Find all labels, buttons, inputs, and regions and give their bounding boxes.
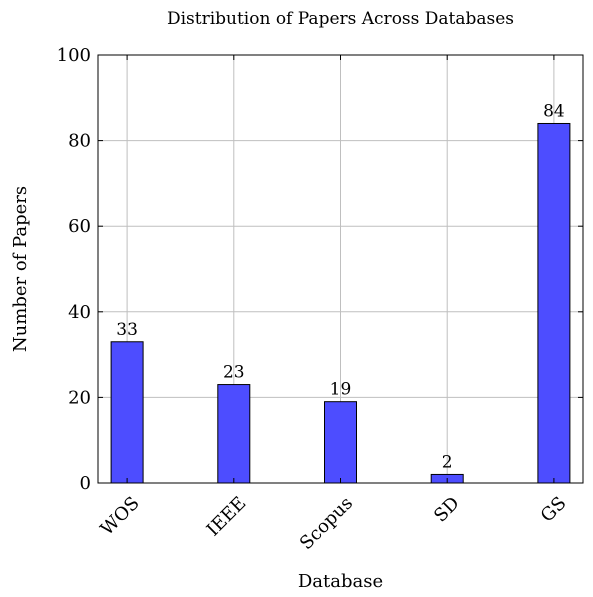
x-tick-label: GS xyxy=(537,493,571,527)
y-tick-label: 60 xyxy=(68,216,91,237)
bar-gs xyxy=(537,122,571,484)
y-tick-label: 100 xyxy=(57,45,91,66)
data-label: 84 xyxy=(543,101,565,121)
data-label: 2 xyxy=(442,452,453,472)
y-tick-label: 0 xyxy=(80,473,91,494)
x-tick-label: SD xyxy=(430,493,464,527)
bar-ieee xyxy=(217,384,251,484)
bar-scopus xyxy=(324,401,357,484)
x-axis-label: Database xyxy=(298,571,383,592)
y-axis-label: Number of Papers xyxy=(10,186,31,352)
data-label: 19 xyxy=(330,380,352,400)
x-tick-label: IEEE xyxy=(203,493,251,541)
y-tick-label: 20 xyxy=(68,387,91,408)
bars xyxy=(110,122,571,484)
chart-title: Distribution of Papers Across Databases xyxy=(167,9,514,29)
bar-wos xyxy=(110,341,144,484)
x-tick-label: Scopus xyxy=(296,493,357,554)
x-tick-label: WOS xyxy=(97,493,144,540)
data-label: 23 xyxy=(223,363,245,383)
data-label: 33 xyxy=(116,320,138,340)
y-tick-label: 40 xyxy=(68,302,91,323)
y-tick-label: 80 xyxy=(68,131,91,152)
